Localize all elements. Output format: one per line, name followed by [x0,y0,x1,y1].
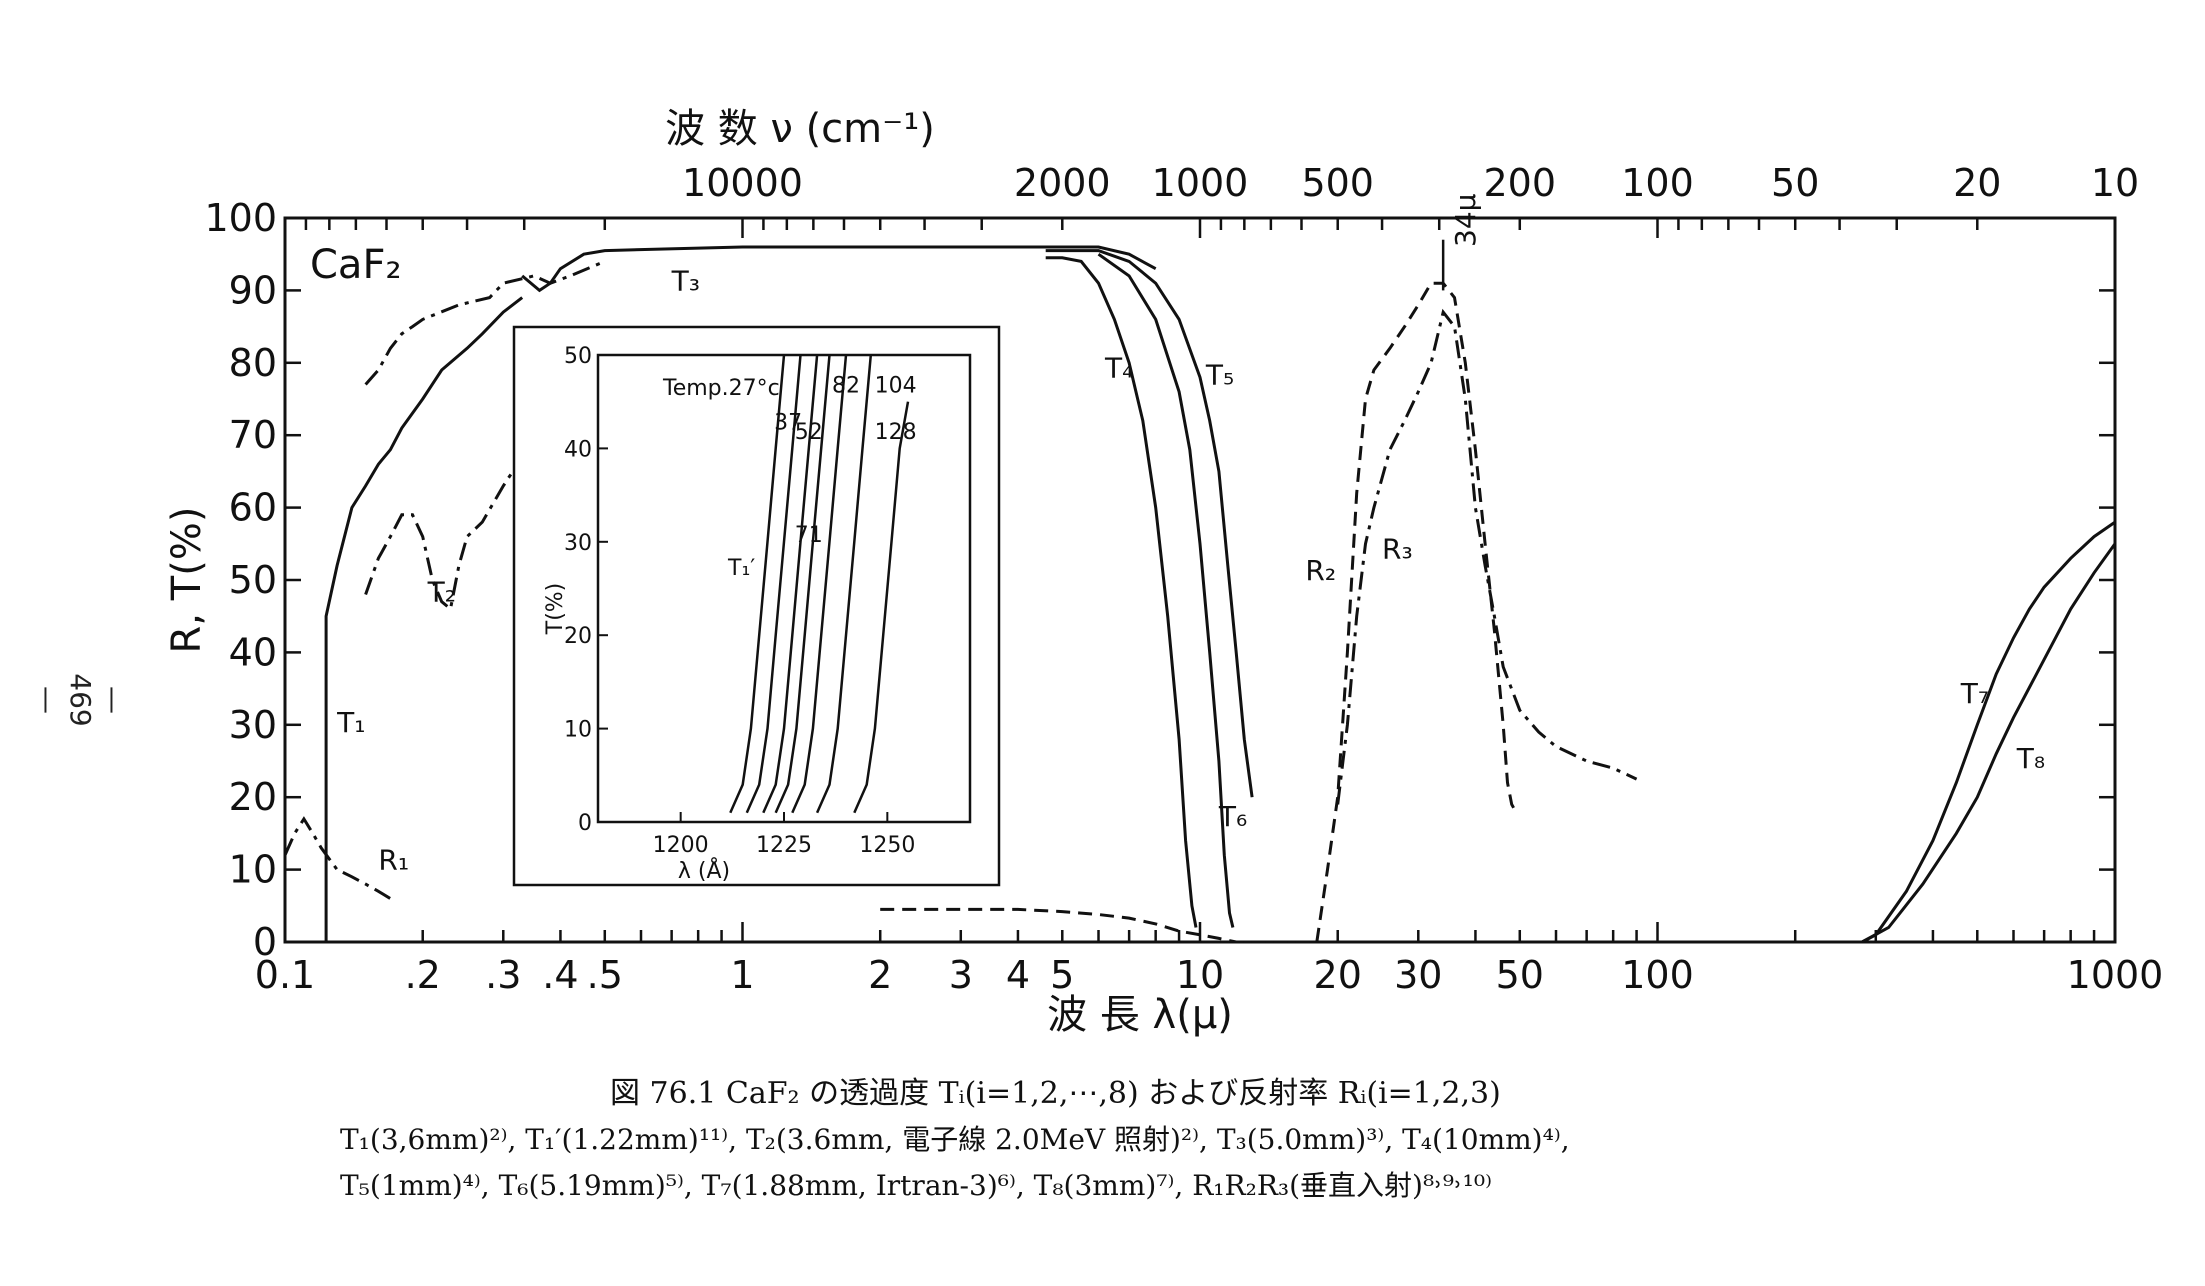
inset-series-line-3 [774,354,831,814]
inset-title: T₁′ [727,556,755,581]
caption-line-2: T₁(3,6mm)²⁾, T₁′(1.22mm)¹¹⁾, T₂(3.6mm, 電… [340,1123,1570,1156]
inset-series-label-2: 52 [795,420,823,445]
x-tick-label: 50 [1496,953,1544,997]
series-line-2 [364,453,552,612]
inset-series-line-0 [729,354,786,814]
material-label: CaF₂ [310,242,401,288]
series-label-11: R₃ [1382,532,1413,565]
y-tick-label: 40 [229,630,277,674]
x-tick-label: 0.1 [255,953,315,997]
top-tick-label: 200 [1484,161,1557,205]
x-tick-label: 10 [1176,953,1224,997]
inset-y-tick-label: 40 [564,437,592,462]
series-label-2: T₂ [427,576,456,609]
series-label-6: T₆ [1218,800,1247,833]
y-tick-label: 20 [229,775,277,819]
x-tick-label: 20 [1314,953,1362,997]
series-label-5: T₅ [1205,359,1234,392]
series-label-10: R₂ [1305,554,1336,587]
x-tick-label: 4 [1006,953,1030,997]
series-line-6 [1097,252,1235,928]
y-tick-label: 50 [229,558,277,602]
inset-series-line-1 [745,354,802,814]
inset-x-axis-title: λ (Å) [678,857,730,884]
inset-x-tick-label: 1250 [859,833,915,858]
series-label-9: R₁ [378,844,409,877]
top-tick-label: 10 [2091,161,2139,205]
inset-series-label-1: 37 [774,411,802,436]
y-tick-label: 10 [229,848,277,892]
x-tick-label: 1000 [2067,953,2164,997]
inset-series-line-4 [791,354,848,814]
x-tick-label: 100 [1621,953,1694,997]
inset-legend-title: Temp.27°c [662,376,780,401]
top-axis-title: 波 数 ν (cm⁻¹) [665,106,935,152]
caption-title: 図 76.1 CaF₂ の透過度 Tᵢ(i=1,2,⋯,8) および反射率 Rᵢ… [610,1076,1501,1111]
y-tick-label: 60 [229,486,277,530]
series-line-4 [1045,256,1198,928]
x-tick-label: .3 [485,953,521,997]
inset-series-line-6 [853,401,910,814]
series-line-8 [1861,542,2117,944]
inset-series-line-5 [815,354,873,814]
x-tick-label: .2 [405,953,441,997]
top-tick-label: 100 [1621,161,1694,205]
inset-series-label-5: 104 [875,373,917,398]
series-label-4: T₄ [1104,351,1133,384]
inset-y-axis-title: T(%) [543,583,568,636]
x-tick-label: 1 [730,953,754,997]
series-line-9 [283,816,392,900]
series-line-11 [1336,308,1638,805]
x-tick-label: 30 [1394,953,1442,997]
x-tick-label: .5 [587,953,623,997]
x-axis-title: 波 長 λ(μ) [1047,992,1233,1038]
caption-line-3: T₅(1mm)⁴⁾, T₆(5.19mm)⁵⁾, T₇(1.88mm, Irtr… [340,1169,1492,1202]
y-tick-label: 30 [229,703,277,747]
x-tick-label: 3 [949,953,973,997]
inset-y-tick-label: 30 [564,531,592,556]
series-line-7 [1861,520,2116,944]
inset-x-tick-label: 1225 [756,833,812,858]
page-number: — 469 — [31,673,130,727]
y-tick-label: 0 [253,920,277,964]
y-tick-label: 80 [229,341,277,385]
series-label-7: T₇ [1960,677,1989,710]
x-tick-label: 2 [868,953,892,997]
inset-series-label-4: 82 [832,373,860,398]
top-tick-label: 1000 [1152,161,1249,205]
inset-plot: 0 10 20 30 40 50 1200 1225 1250 λ (Å) T(%) Temp.27°… [512,325,1001,887]
y-tick-label: 100 [204,196,277,240]
series-label-3: T₃ [671,264,700,297]
series-line-0 [324,296,524,942]
annotation-label-0: 34μ [1449,193,1482,247]
x-tick-label: .4 [542,953,578,997]
top-tick-label: 50 [1771,161,1819,205]
top-tick-label: 10000 [682,161,803,205]
inset-outer-frame [512,325,1001,887]
series-line-10 [880,281,1518,944]
top-tick-label: 2000 [1014,161,1111,205]
top-tick-label: 20 [1953,161,2001,205]
y-tick-label: 90 [229,268,277,312]
inset-y-tick-label: 10 [564,718,592,743]
inset-y-tick-label: 0 [578,811,592,836]
inset-series-label-6: 128 [875,420,917,445]
y-tick-label: 70 [229,413,277,457]
series-label-8: T₈ [2016,742,2045,775]
y-axis-title: R, T(%) [164,507,210,654]
inset-y-tick-label: 50 [564,344,592,369]
series-line-3 [521,245,1157,293]
series-line-5 [1045,249,1254,798]
x-tick-label: 5 [1050,953,1074,997]
inset-y-tick-label: 20 [564,624,592,649]
inset-x-tick-label: 1200 [653,833,709,858]
top-tick-label: 500 [1301,161,1374,205]
inset-series-label-3: 71 [795,523,823,548]
inset-series-line-2 [762,354,819,814]
series-label-0: T₁ [336,706,365,739]
